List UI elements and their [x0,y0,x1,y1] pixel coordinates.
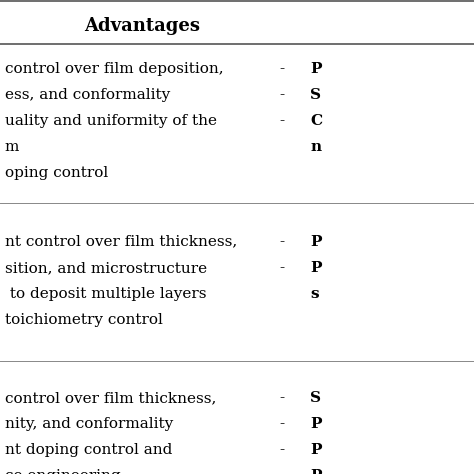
Text: -: - [280,62,284,76]
Text: uality and uniformity of the: uality and uniformity of the [5,114,217,128]
Text: -: - [280,261,284,275]
Text: -: - [280,443,284,457]
Text: Advantages: Advantages [84,17,200,35]
Text: P: P [310,443,322,457]
Text: nt doping control and: nt doping control and [5,443,172,457]
Text: control over film deposition,: control over film deposition, [5,62,223,76]
Text: toichiometry control: toichiometry control [5,313,163,327]
Text: s: s [310,287,319,301]
Text: S: S [310,88,321,102]
Text: nity, and conformality: nity, and conformality [5,417,173,431]
Text: oping control: oping control [5,166,108,180]
Text: ce engineering: ce engineering [5,469,120,474]
Text: P: P [310,62,322,76]
Text: S: S [310,391,321,405]
Text: P: P [310,417,322,431]
Text: ess, and conformality: ess, and conformality [5,88,170,102]
Text: C: C [310,114,323,128]
Text: -: - [280,417,284,431]
Text: to deposit multiple layers: to deposit multiple layers [5,287,206,301]
Text: n: n [310,140,321,154]
Text: P: P [310,469,322,474]
Text: sition, and microstructure: sition, and microstructure [5,261,207,275]
Text: -: - [280,114,284,128]
Text: P: P [310,235,322,249]
Text: -: - [280,235,284,249]
Text: nt control over film thickness,: nt control over film thickness, [5,235,237,249]
Text: m: m [5,140,19,154]
Text: -: - [280,88,284,102]
Text: P: P [310,261,322,275]
Text: -: - [280,391,284,405]
Text: control over film thickness,: control over film thickness, [5,391,216,405]
